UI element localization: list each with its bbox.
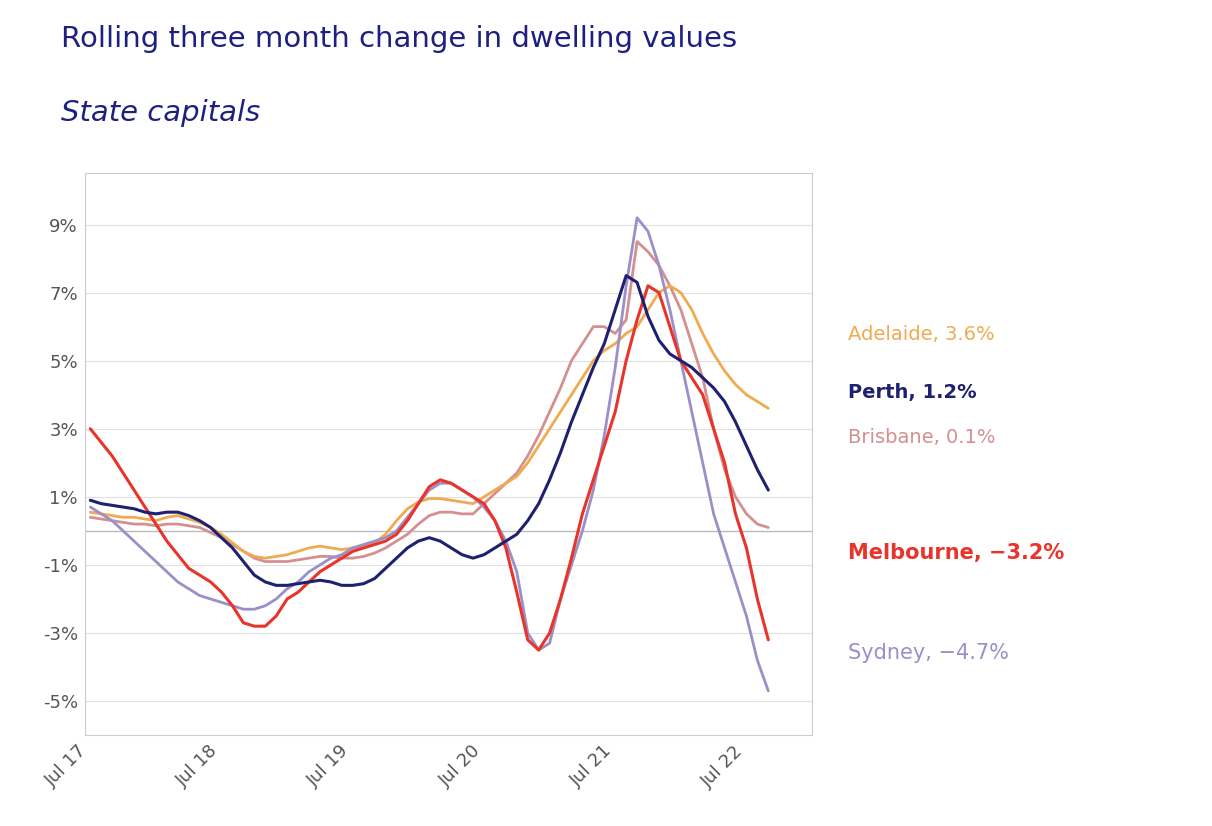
Text: Melbourne, −3.2%: Melbourne, −3.2% — [848, 544, 1064, 563]
Text: Adelaide, 3.6%: Adelaide, 3.6% — [848, 325, 995, 344]
Text: Brisbane, 0.1%: Brisbane, 0.1% — [848, 428, 996, 448]
Text: Sydney, −4.7%: Sydney, −4.7% — [848, 643, 1010, 662]
Text: Perth, 1.2%: Perth, 1.2% — [848, 382, 977, 402]
Text: State capitals: State capitals — [61, 99, 259, 127]
Text: Rolling three month change in dwelling values: Rolling three month change in dwelling v… — [61, 25, 737, 53]
